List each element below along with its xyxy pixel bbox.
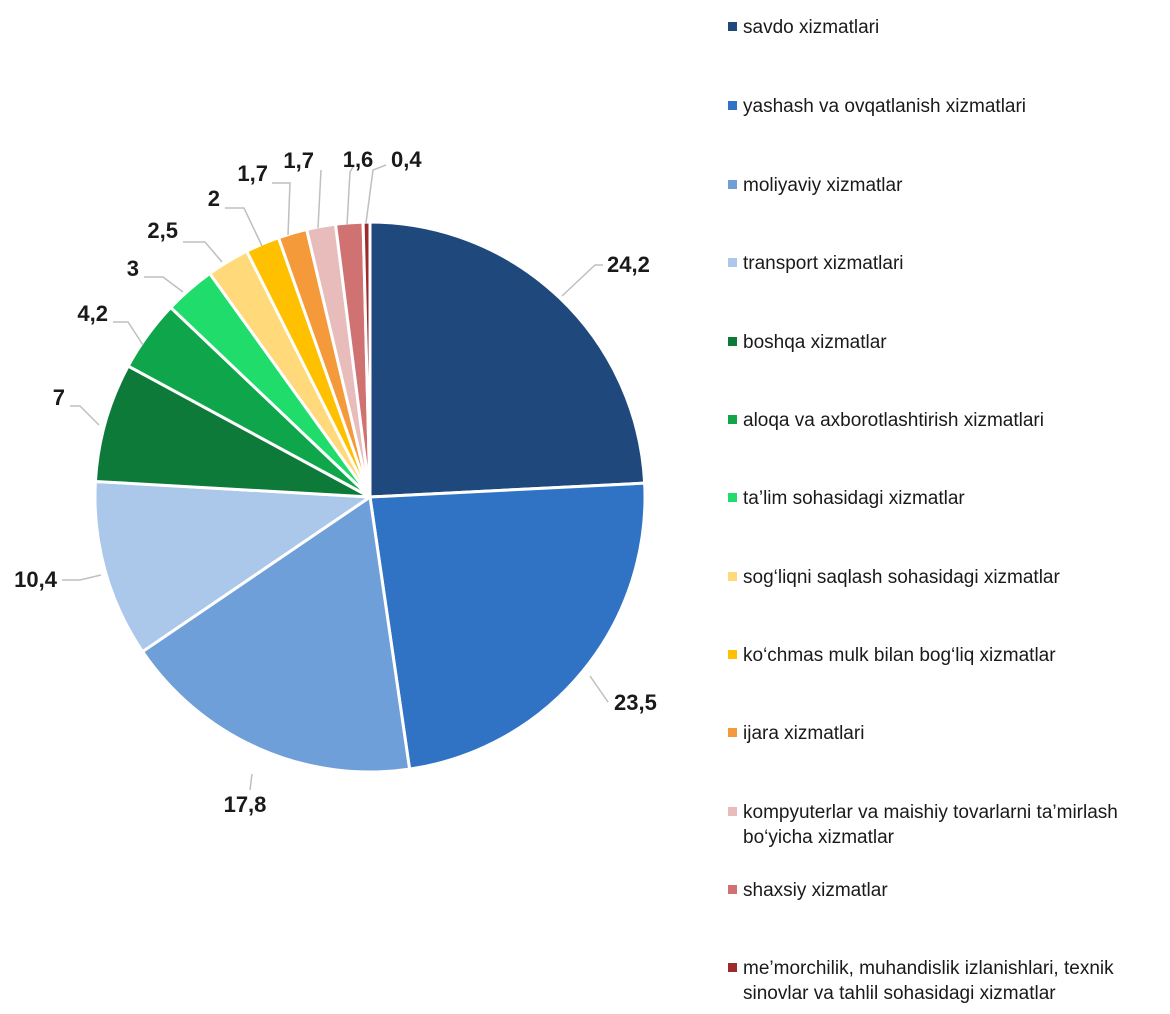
legend-swatch (728, 885, 737, 894)
legend-swatch (728, 337, 737, 346)
legend-item: boshqa xizmatlar (728, 332, 887, 353)
leader-line-2 (589, 675, 609, 703)
legend-item: shaxsiy xizmatlar (728, 880, 888, 901)
leader-line-7 (144, 276, 184, 293)
leader-line-1 (561, 264, 603, 297)
data-label-1: 24,2 (607, 252, 650, 277)
legend-label: yashash va ovqatlanish xizmatlari (743, 96, 1026, 117)
legend-label: sog‘liqni saqlash sohasidagi xizmatlar (743, 567, 1061, 588)
leader-line-6 (113, 321, 144, 346)
leader-lines (62, 164, 609, 791)
legend: savdo xizmatlari yashash va ovqatlanish x… (728, 17, 1118, 1004)
data-label-11: 1,7 (283, 148, 314, 173)
legend-swatch (728, 728, 737, 737)
data-label-6: 4,2 (77, 301, 108, 326)
legend-label: transport xizmatlari (743, 253, 904, 274)
legend-item: ijara xizmatlari (728, 723, 864, 744)
leader-line-11 (317, 169, 322, 229)
legend-label: kompyuterlar va maishiy tovarlarni ta’mi… (743, 802, 1118, 848)
pie-slice-4 (93, 479, 372, 654)
legend-swatch (728, 415, 737, 424)
legend-label: ko‘chmas mulk bilan bog‘liq xizmatlar (743, 645, 1056, 666)
leader-line-10 (272, 182, 291, 236)
legend-swatch (728, 650, 737, 659)
leader-line-5 (70, 405, 100, 426)
pie-slice-5 (93, 364, 372, 499)
legend-item: savdo xizmatlari (728, 17, 879, 38)
legend-item: transport xizmatlari (728, 253, 904, 274)
pie-slices (93, 220, 647, 774)
legend-item: aloqa va axborotlashtirish xizmatlari (728, 410, 1044, 431)
leader-line-12 (346, 166, 354, 226)
legend-label: ta’lim sohasidagi xizmatlar (743, 488, 965, 509)
data-label-2: 23,5 (614, 690, 657, 715)
legend-swatch (728, 22, 737, 31)
data-label-5: 7 (53, 385, 65, 410)
legend-label: me’morchilik, muhandislik izlanishlari, … (743, 958, 1114, 1004)
pie-slice-1 (368, 220, 647, 499)
legend-item: kompyuterlar va maishiy tovarlarni ta’mi… (728, 802, 1118, 848)
data-label-12: 1,6 (343, 147, 374, 172)
legend-label: ijara xizmatlari (743, 723, 864, 744)
data-labels: 24,2 23,5 17,8 10,4 7 4,2 3 2,5 2 1,7 1,7 1,6 0,4 (14, 147, 657, 817)
leader-line-9 (225, 207, 263, 247)
data-label-3: 17,8 (224, 792, 267, 817)
pie-slice-3 (141, 495, 412, 774)
data-label-8: 2,5 (147, 218, 178, 243)
data-label-4: 10,4 (14, 567, 58, 592)
legend-swatch (728, 493, 737, 502)
legend-swatch (728, 101, 737, 110)
legend-label: savdo xizmatlari (743, 17, 879, 38)
legend-label: shaxsiy xizmatlar (743, 880, 888, 901)
legend-item: ta’lim sohasidagi xizmatlar (728, 488, 965, 509)
leader-line-3 (249, 773, 253, 791)
legend-label: aloqa va axborotlashtirish xizmatlari (743, 410, 1044, 431)
leader-line-4 (62, 574, 102, 581)
data-label-9: 2 (208, 186, 220, 211)
data-label-13: 0,4 (391, 147, 422, 172)
legend-label: moliyaviy xizmatlar (743, 175, 903, 196)
data-label-10: 1,7 (237, 161, 268, 186)
leader-line-13 (365, 164, 387, 224)
data-label-7: 3 (127, 256, 139, 281)
legend-swatch (728, 258, 737, 267)
legend-item: moliyaviy xizmatlar (728, 175, 903, 196)
pie-slice-2 (368, 481, 647, 771)
leader-line-8 (183, 241, 223, 263)
legend-item: ko‘chmas mulk bilan bog‘liq xizmatlar (728, 645, 1056, 666)
legend-swatch (728, 572, 737, 581)
legend-swatch (728, 963, 737, 972)
legend-swatch (728, 180, 737, 189)
legend-item: sog‘liqni saqlash sohasidagi xizmatlar (728, 567, 1061, 588)
legend-swatch (728, 807, 737, 816)
legend-label: boshqa xizmatlar (743, 332, 887, 353)
legend-item: yashash va ovqatlanish xizmatlari (728, 96, 1026, 117)
legend-item: me’morchilik, muhandislik izlanishlari, … (728, 958, 1114, 1004)
